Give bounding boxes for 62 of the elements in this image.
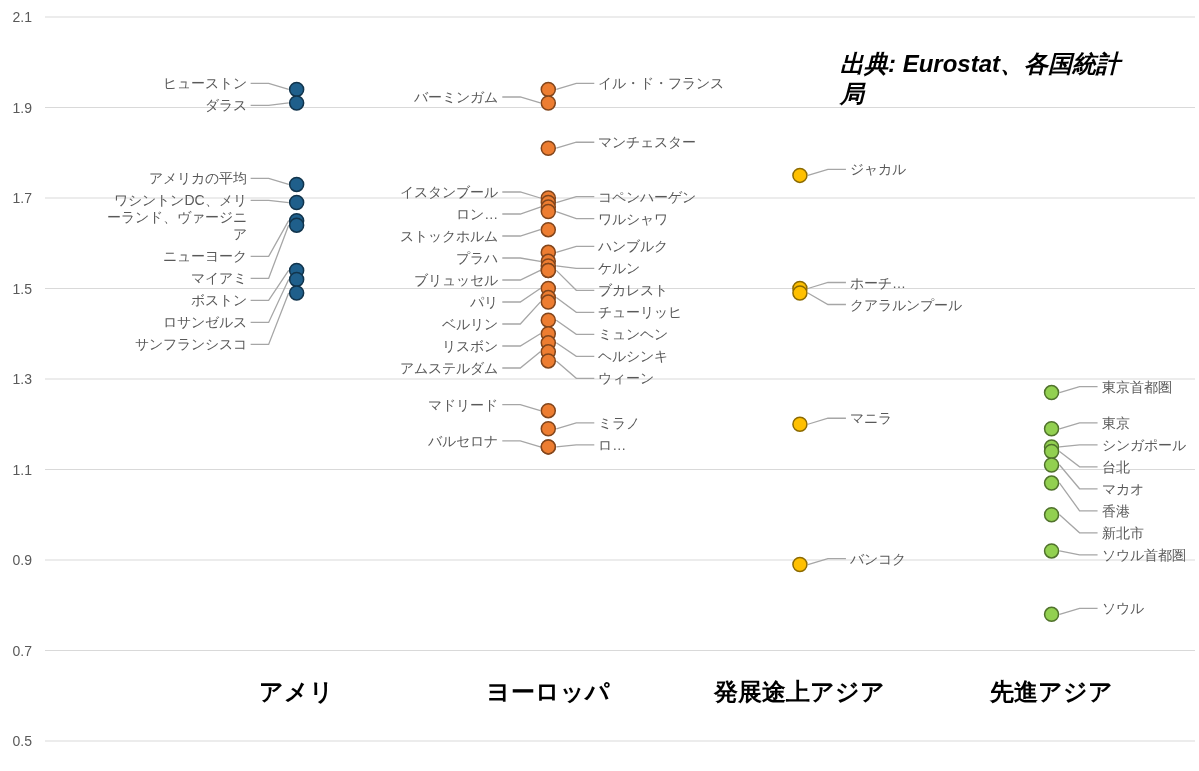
annotation: マンチェスター xyxy=(598,134,697,151)
annotation: ワルシャワ xyxy=(598,210,669,227)
annotation: 東京首都圏 xyxy=(1101,378,1172,395)
annotation: バーミンガム xyxy=(413,88,499,105)
annotation: イスタンブール xyxy=(400,184,499,200)
annotation: ボストン xyxy=(190,292,247,309)
annotation: バンコク xyxy=(848,550,906,567)
y-tick-label: 1.5 xyxy=(12,280,33,297)
y-tick-label: 1.3 xyxy=(12,371,33,387)
annotation: マニラ xyxy=(849,410,892,427)
annotation: ロ… xyxy=(598,436,627,453)
annotation: 台北 xyxy=(1101,458,1130,475)
y-tick-label: 0.5 xyxy=(12,733,33,749)
x-tick-label: ヨーロッパ xyxy=(486,678,611,705)
annotation: アメリカの平均 xyxy=(148,170,247,187)
annotation: ブカレスト xyxy=(598,282,669,299)
annotation: ジャカル xyxy=(849,161,906,178)
annotation: ストックホルム xyxy=(400,228,499,244)
annotation: ホーチ… xyxy=(849,274,906,291)
annotation: ベルリン xyxy=(442,316,499,332)
y-tick-label: 2.1 xyxy=(12,9,33,25)
annotation: マイアミ xyxy=(190,270,247,287)
annotation: サンフランシスコ xyxy=(134,336,247,353)
annotation: シンガポール xyxy=(1101,436,1186,453)
annotation: プラハ xyxy=(456,250,499,266)
annotation: イル・ド・フランス xyxy=(598,75,725,92)
annotation: ウィーン xyxy=(598,370,655,387)
annotation: ソウル首都圏 xyxy=(1101,546,1186,563)
y-tick-label: 0.9 xyxy=(12,552,33,568)
annotation: ソウル xyxy=(1101,600,1144,617)
annotation: アムステルダム xyxy=(400,360,499,376)
annotation: ミラノ xyxy=(598,414,641,431)
x-tick-label: アメリ xyxy=(259,678,335,705)
annotation: チューリッヒ xyxy=(598,304,683,321)
annotation: ハンブルク xyxy=(597,238,669,255)
annotation: マドリード xyxy=(428,396,499,413)
annotation: マカオ xyxy=(1101,480,1144,497)
y-tick-label: 1.1 xyxy=(12,461,33,478)
annotation: バルセロナ xyxy=(427,432,499,449)
annotation: 香港 xyxy=(1101,502,1130,519)
y-tick-label: 1.9 xyxy=(12,99,33,116)
annotation: リスボン xyxy=(442,338,499,354)
annotation: 出典: Eurostat、各国統計局 xyxy=(838,50,1124,107)
annotation: コペンハーゲン xyxy=(598,188,697,205)
annotation: ニューヨーク xyxy=(162,248,247,265)
y-tick-label: 0.7 xyxy=(12,642,33,659)
annotation: 東京 xyxy=(1101,414,1130,431)
x-tick-label: 先進アジア xyxy=(989,678,1114,705)
annotation: ミュンヘン xyxy=(598,326,669,343)
annotation: 新北市 xyxy=(1101,524,1144,541)
annotation: ケルン xyxy=(598,260,641,277)
annotation: ブリュッセル xyxy=(414,272,499,288)
annotation: ワシントンDC、メリーランド、ヴァージニア xyxy=(106,192,247,243)
annotation: ヒューストン xyxy=(162,75,247,92)
annotation: ヘルシンキ xyxy=(598,348,669,365)
annotation: クアラルンプール xyxy=(849,296,962,313)
x-tick-label: 発展途上アジア xyxy=(713,678,886,705)
annotation: ダラス xyxy=(204,97,247,114)
y-tick-label: 1.7 xyxy=(12,190,33,206)
annotation: パリ xyxy=(469,294,499,310)
annotation: ロン… xyxy=(456,206,499,222)
annotation: ロサンゼルス xyxy=(162,314,247,331)
